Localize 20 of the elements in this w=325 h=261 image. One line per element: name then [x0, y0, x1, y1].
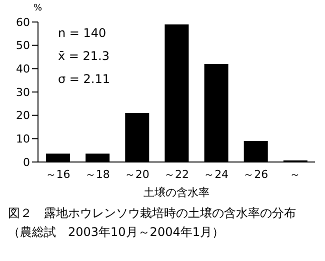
- annotation: n = 140: [58, 26, 106, 40]
- annotation: x̄ = 21.3: [58, 49, 110, 63]
- x-tick-label: ～16: [45, 168, 70, 181]
- y-tick-label: 30: [16, 86, 30, 99]
- annotation: σ = 2.11: [58, 72, 110, 86]
- x-tick-label: ～22: [164, 168, 189, 181]
- y-axis-title: %: [33, 3, 42, 14]
- x-tick-label: ～: [290, 168, 301, 181]
- x-tick-label: ～24: [204, 168, 229, 181]
- y-tick-label: 60: [16, 16, 30, 29]
- y-tick-label: 50: [16, 39, 30, 52]
- x-tick-label: ～20: [124, 168, 150, 181]
- x-tick-label: ～18: [84, 168, 110, 181]
- y-tick-label: 40: [16, 62, 30, 76]
- y-tick-label: 10: [16, 132, 30, 146]
- x-axis-title: 土壌の含水率: [144, 186, 210, 199]
- y-tick-label: 20: [16, 109, 30, 122]
- y-tick-label: 0: [23, 156, 30, 169]
- text: 図２ 露地ホウレンソウ栽培時の土壌の含水率の分布（農総試 2003年10月～2004年1月）: [8, 205, 297, 241]
- x-tick-label: ～26: [243, 168, 268, 181]
